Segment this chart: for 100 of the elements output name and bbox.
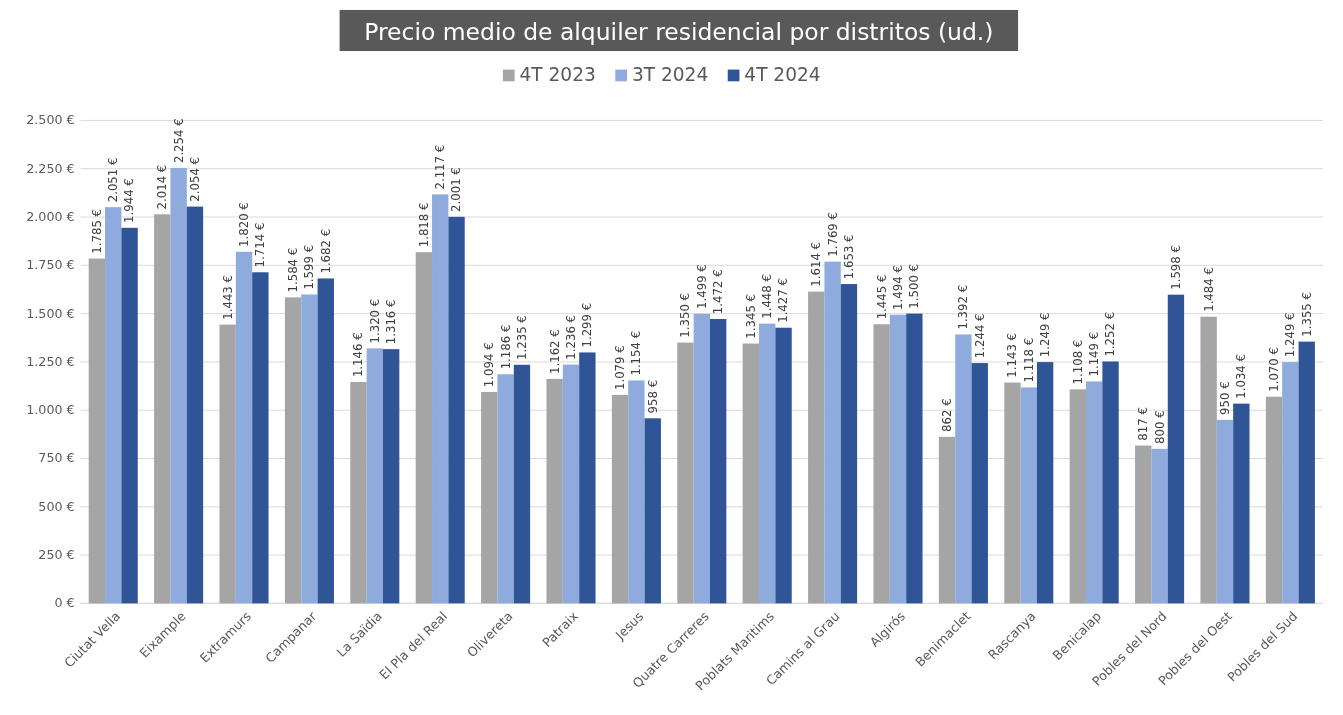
data-label: 2.051 € [106, 157, 121, 203]
bar [742, 343, 760, 604]
data-label: 1.034 € [1234, 354, 1249, 399]
data-label: 1.355 € [1299, 291, 1314, 337]
bar [170, 167, 187, 604]
y-tick-label: 1.250 € [26, 353, 75, 369]
data-label: 1.320 € [367, 298, 382, 344]
bar [1282, 362, 1299, 604]
bar [513, 364, 531, 604]
data-label: 1.443 € [220, 274, 235, 320]
bar [154, 214, 171, 604]
y-tick-label: 2.500 € [26, 112, 75, 128]
data-label: 1.682 € [318, 228, 333, 274]
data-label: 1.236 € [563, 314, 578, 360]
data-label: 1.392 € [956, 284, 971, 330]
bar [88, 258, 106, 604]
data-label: 1.316 € [384, 299, 399, 345]
bar [1151, 448, 1168, 604]
data-label: 1.345 € [743, 293, 758, 339]
bar [1004, 382, 1021, 604]
data-label: 2.001 € [449, 167, 464, 212]
bar [579, 352, 596, 604]
data-label: 1.350 € [678, 292, 693, 338]
chart-title: Precio medio de alquiler residencial por distritos (ud.) [364, 18, 994, 47]
bar [808, 291, 825, 604]
bar [186, 206, 204, 604]
data-label: 958 € [645, 379, 660, 414]
data-label: 1.944 € [122, 178, 137, 223]
data-label: 1.769 € [825, 212, 840, 257]
data-label: 2.054 € [187, 156, 202, 202]
data-label: 1.584 € [285, 247, 300, 293]
data-label: 1.499 € [694, 264, 709, 309]
y-tick-label: 0 € [54, 595, 75, 611]
bar [677, 342, 694, 604]
bar [824, 261, 841, 604]
y-tick-label: 500 € [38, 498, 75, 514]
bar [889, 314, 907, 604]
bar [611, 394, 629, 604]
data-label: 1.186 € [498, 324, 513, 370]
bar [366, 348, 383, 604]
bar [284, 297, 302, 604]
bar [481, 392, 498, 604]
legend-label: 4T 2023 [519, 64, 596, 86]
bar [497, 374, 514, 604]
data-label: 1.249 € [1283, 312, 1298, 358]
bar [121, 227, 138, 604]
data-label: 2.254 € [171, 118, 186, 164]
bar [252, 272, 269, 604]
bar [382, 349, 400, 604]
data-label: 1.299 € [580, 302, 595, 348]
data-label: 1.118 € [1021, 337, 1036, 383]
data-label: 1.162 € [547, 329, 562, 375]
bar [562, 364, 580, 604]
y-tick-label: 1.750 € [26, 257, 75, 273]
data-label: 1.079 € [612, 345, 627, 391]
bar [219, 324, 236, 604]
legend-label: 3T 2024 [631, 64, 709, 86]
data-label: 2.014 € [155, 164, 170, 210]
data-label: 1.252 € [1103, 311, 1118, 357]
bar [840, 284, 858, 604]
data-label: 2.117 € [433, 144, 448, 190]
bar [1233, 403, 1250, 604]
y-tick-label: 1.000 € [26, 402, 75, 418]
data-label: 1.714 € [253, 222, 268, 268]
data-label: 1.235 € [514, 315, 529, 360]
data-label: 1.820 € [236, 202, 251, 247]
bar [906, 313, 923, 604]
bar [301, 294, 318, 604]
bar [1200, 316, 1217, 604]
bar [546, 378, 563, 604]
y-tick-label: 2.000 € [26, 208, 75, 224]
legend-label: 4T 2024 [744, 64, 821, 86]
data-label: 1.653 € [841, 234, 856, 280]
data-label: 1.143 € [1005, 332, 1020, 378]
bar [775, 327, 792, 604]
data-label: 1.614 € [809, 241, 824, 287]
bar [693, 313, 710, 604]
bar [350, 381, 367, 604]
bar [432, 194, 449, 604]
data-label: 1.249 € [1038, 312, 1053, 358]
data-label: 1.149 € [1087, 331, 1102, 377]
data-label: 1.154 € [629, 330, 644, 376]
bar [628, 380, 645, 604]
bar [235, 251, 253, 604]
bar [955, 334, 972, 604]
bar [1298, 341, 1315, 604]
bar [971, 363, 988, 604]
bar [1036, 362, 1054, 604]
bar [105, 207, 122, 604]
bar [938, 436, 956, 604]
data-label: 817 € [1136, 407, 1151, 441]
data-label: 1.818 € [416, 202, 431, 248]
data-label: 1.448 € [760, 274, 775, 319]
bar [1265, 396, 1283, 604]
y-tick-label: 750 € [38, 450, 75, 466]
data-label: 1.070 € [1266, 347, 1281, 392]
data-label: 1.472 € [711, 269, 726, 315]
bar [1167, 294, 1185, 604]
data-label: 1.244 € [972, 313, 987, 359]
data-label: 1.094 € [482, 342, 497, 388]
